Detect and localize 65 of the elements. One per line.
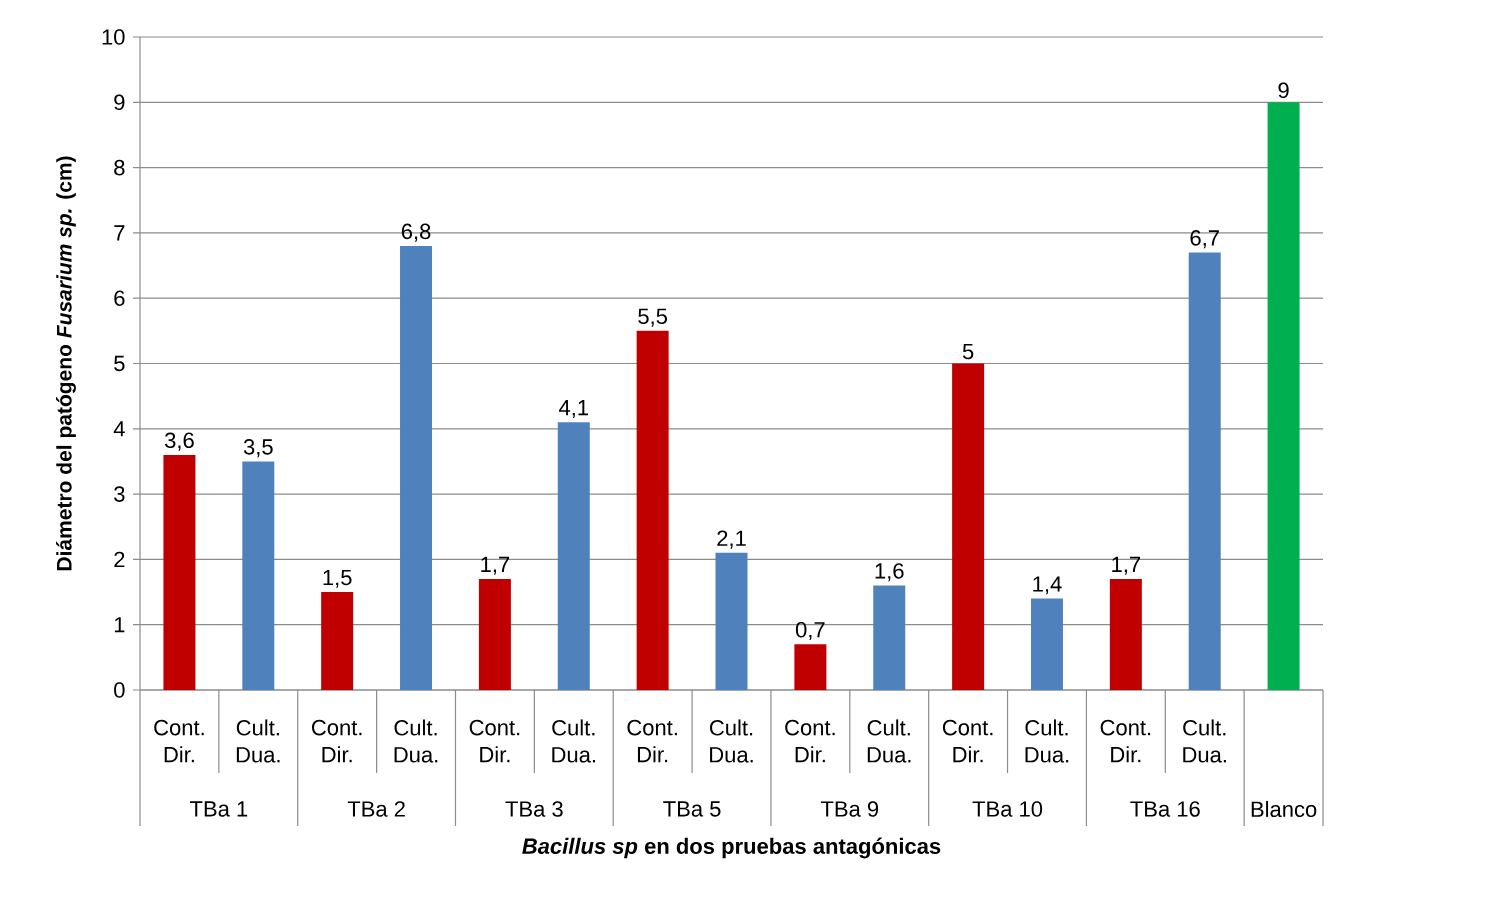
y-tick-label: 4 [113, 421, 125, 437]
bar [321, 592, 354, 690]
text: TBa 3 [505, 801, 563, 817]
data-label: 4,1 [558, 400, 588, 419]
y-tick-label: 9 [114, 94, 125, 111]
x-axis-title: Bacillus sp en dos pruebas antagónicas [522, 837, 941, 859]
data-label: 2,1 [717, 530, 746, 549]
x-tick-label: Cont. Dir. [627, 719, 677, 763]
x-tick-label: Cont. Dir. [469, 719, 520, 763]
text: TBa 16 [1130, 801, 1200, 817]
bar [242, 461, 275, 690]
data-label: 6,8 [401, 223, 431, 242]
text: TBa 2 [347, 801, 405, 817]
y-axis-title: Diámetro del patógeno Fusarium sp. (cm) [56, 156, 76, 571]
data-label: 5 [962, 343, 974, 360]
x-tick-label: Cont. Dir. [312, 719, 362, 763]
bar [873, 585, 906, 690]
y-tick-label: 1 [114, 617, 125, 633]
data-label: 5,5 [638, 308, 668, 327]
bar [952, 363, 985, 690]
data-label: 0,7 [795, 621, 825, 641]
y-tick-label: 0 [114, 682, 125, 698]
data-label: 3,6 [164, 432, 194, 451]
text: Blanco [1251, 800, 1317, 818]
bar [715, 552, 748, 690]
y-tick-label: 2 [114, 551, 125, 568]
data-label: 1,7 [481, 556, 510, 575]
bar [478, 578, 511, 690]
data-label: 3,5 [243, 439, 273, 458]
x-tick-label: Cult. Dua. [710, 719, 753, 763]
y-tick-label: 6 [114, 290, 125, 306]
x-tick-label: Cult. Dua. [552, 719, 595, 763]
data-label: 1,7 [1112, 556, 1141, 575]
x-tick-label: Cult. Dua. [1025, 719, 1069, 763]
bar [1109, 578, 1142, 690]
y-tick-label: 7 [114, 225, 125, 241]
x-tick-label: Cont. Dir. [785, 719, 835, 763]
x-tick-label: Cult. Dua. [394, 719, 438, 763]
data-label: 9 [1278, 82, 1289, 99]
x-tick-label: Cult. Dua. [867, 719, 911, 763]
text: TBa 10 [972, 801, 1043, 817]
bar [557, 422, 590, 690]
x-tick-label: Cont. Dir. [942, 719, 993, 763]
bar [1030, 598, 1063, 690]
data-label: 1,6 [875, 563, 904, 582]
bar [1188, 252, 1221, 690]
y-tick-label: 8 [114, 159, 125, 176]
bar [636, 330, 669, 690]
x-tick-label: Cult. Dua. [236, 719, 280, 763]
bar [400, 245, 433, 690]
bar [163, 454, 196, 690]
data-label: 1,4 [1033, 576, 1062, 595]
bar [794, 644, 827, 690]
bar [1267, 102, 1300, 690]
text: TBa 5 [663, 801, 721, 817]
data-label: 6,7 [1190, 230, 1219, 249]
x-tick-label: Cult. Dua. [1183, 719, 1226, 763]
x-tick-label: Cont. Dir. [1100, 719, 1151, 763]
y-tick-label: 10 [102, 29, 125, 45]
data-label: 1,5 [323, 569, 352, 588]
x-tick-label: Cont. Dir. [154, 719, 204, 763]
y-tick-label: 5 [114, 355, 125, 372]
y-tick-label: 3 [114, 486, 125, 502]
text: TBa 1 [190, 801, 248, 817]
text: TBa 9 [820, 801, 879, 817]
